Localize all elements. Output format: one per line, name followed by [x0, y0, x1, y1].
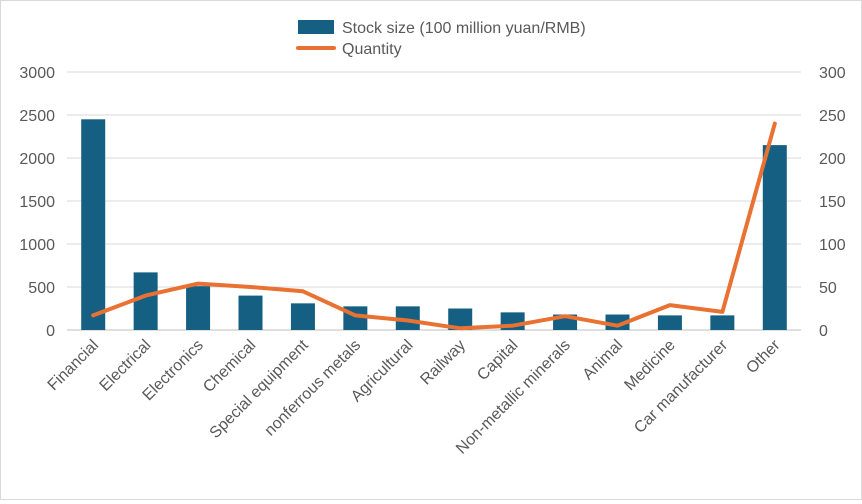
left-axis: 0 500 1000 1500 2000 2500 3000 — [19, 65, 55, 340]
right-axis-tick-label: 100 — [819, 237, 846, 254]
category-label: Railway — [417, 337, 469, 389]
category-label: Special equipment — [207, 336, 312, 441]
right-axis-tick-label: 250 — [819, 108, 846, 125]
quantity-point-non-metallic-minerals — [564, 315, 566, 317]
quantity-point-medicine — [669, 304, 671, 306]
bar-series — [81, 119, 787, 330]
left-axis-tick-label: 1000 — [19, 237, 55, 254]
category-label: Animal — [580, 337, 627, 384]
quantity-point-electrical — [145, 295, 147, 297]
quantity-point-chemical — [250, 286, 251, 288]
legend: Stock size (100 million yuan/RMB) Quanti… — [296, 20, 586, 58]
left-axis-tick-label: 2000 — [19, 151, 55, 168]
gridlines — [67, 71, 801, 331]
quantity-point-other — [774, 123, 776, 125]
category-axis: FinancialElectricalElectronicsChemicalSp… — [45, 336, 784, 457]
bar-financial — [81, 119, 106, 330]
right-axis-tick-label: 0 — [819, 323, 828, 340]
category-label: Car manufacturer — [631, 336, 732, 437]
bar-special-equipment — [290, 303, 315, 330]
right-axis: 0 50 100 150 200 250 300 — [819, 65, 846, 340]
quantity-point-agricultural — [407, 320, 409, 322]
quantity-point-financial — [92, 314, 94, 316]
bar-electrical — [133, 272, 158, 330]
quantity-point-animal — [617, 325, 618, 327]
left-axis-tick-label: 2500 — [19, 108, 55, 125]
left-axis-tick-label: 1500 — [19, 194, 55, 211]
right-axis-tick-label: 50 — [819, 280, 837, 297]
category-label: Capital — [474, 337, 521, 384]
line-series — [91, 121, 777, 331]
quantity-point-nonferrous-metals — [354, 314, 356, 316]
quantity-point-capital — [512, 325, 514, 327]
bar-chemical — [238, 295, 263, 330]
left-axis-tick-label: 3000 — [19, 65, 55, 82]
bar-railway — [448, 308, 473, 330]
bar-car-manufacturer — [710, 315, 735, 330]
legend-label-stock-size: Stock size (100 million yuan/RMB) — [342, 20, 586, 37]
quantity-line — [91, 121, 777, 331]
quantity-point-special-equipment — [302, 290, 304, 292]
category-label: nonferrous metals — [262, 337, 365, 440]
right-axis-tick-label: 200 — [819, 151, 846, 168]
legend-label-quantity: Quantity — [342, 41, 402, 58]
quantity-point-electronics — [197, 283, 199, 285]
bar-other — [762, 145, 787, 330]
bar-electronics — [186, 286, 211, 330]
bar-agricultural — [395, 306, 420, 330]
quantity-point-car-manufacturer — [721, 311, 723, 313]
right-axis-tick-label: 300 — [819, 65, 846, 82]
category-label: Financial — [45, 337, 102, 394]
legend-swatch-stock-size — [298, 20, 334, 34]
quantity-point-railway — [459, 327, 461, 329]
left-axis-tick-label: 500 — [28, 280, 55, 297]
right-axis-tick-label: 150 — [819, 194, 846, 211]
left-axis-tick-label: 0 — [46, 323, 55, 340]
bar-medicine — [657, 315, 682, 330]
category-label: Other — [743, 336, 784, 377]
